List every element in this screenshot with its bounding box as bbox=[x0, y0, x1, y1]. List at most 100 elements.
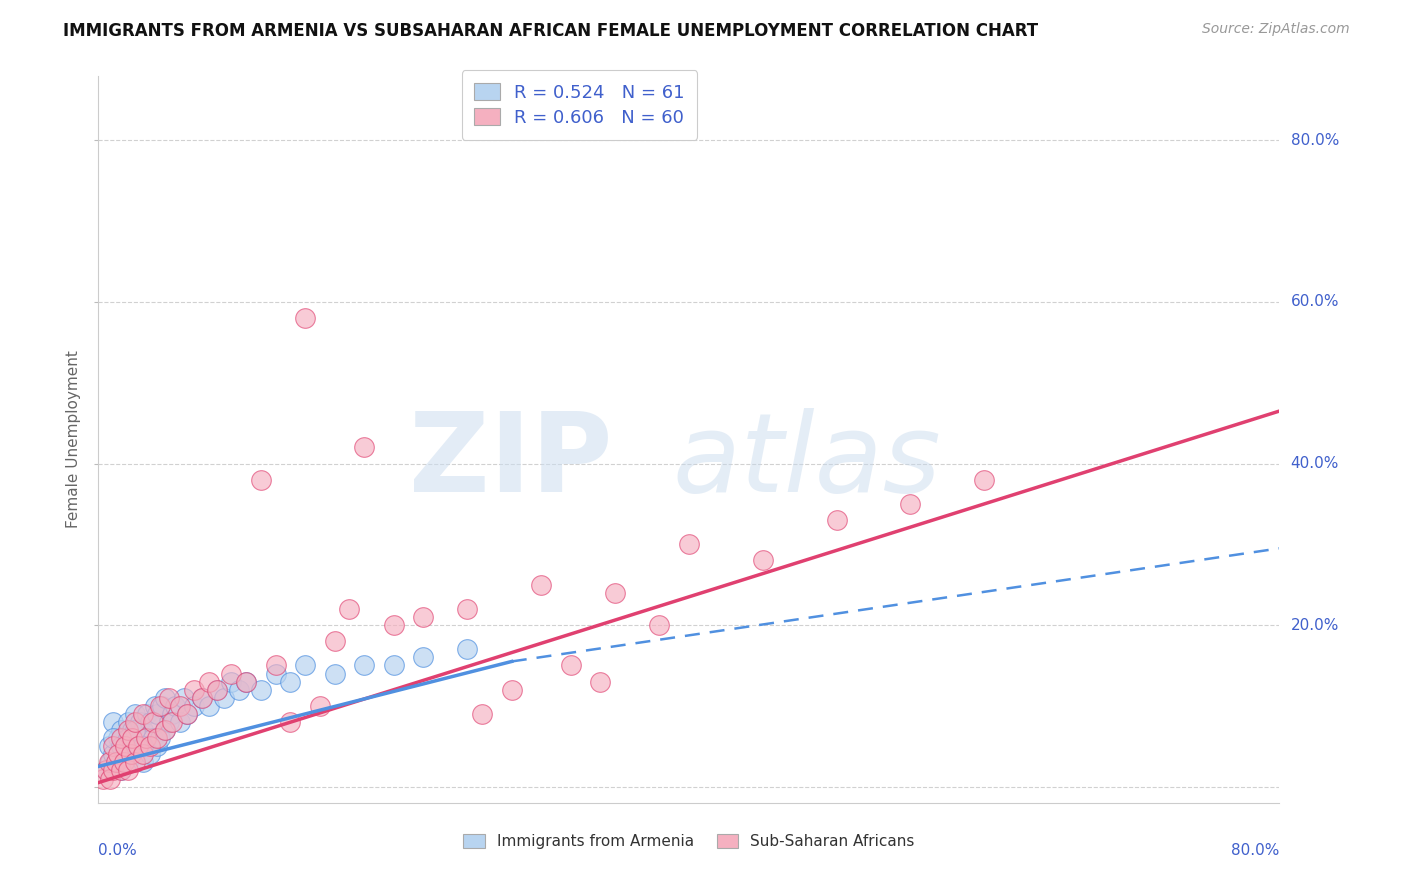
Point bbox=[153, 723, 176, 737]
Point bbox=[412, 610, 434, 624]
Point bbox=[117, 723, 139, 737]
Point bbox=[280, 714, 302, 729]
Point bbox=[501, 682, 523, 697]
Point bbox=[136, 706, 159, 721]
Point bbox=[235, 674, 257, 689]
Point bbox=[117, 764, 139, 778]
Point bbox=[132, 756, 155, 770]
Point bbox=[124, 747, 146, 762]
Point bbox=[121, 731, 143, 746]
Point bbox=[198, 674, 221, 689]
Text: IMMIGRANTS FROM ARMENIA VS SUBSAHARAN AFRICAN FEMALE UNEMPLOYMENT CORRELATION CH: IMMIGRANTS FROM ARMENIA VS SUBSAHARAN AF… bbox=[63, 22, 1039, 40]
Point bbox=[280, 674, 302, 689]
Point bbox=[149, 698, 172, 713]
Text: 80.0%: 80.0% bbox=[1232, 843, 1279, 858]
Point bbox=[294, 311, 316, 326]
Point bbox=[110, 731, 132, 746]
Point bbox=[221, 674, 243, 689]
Point bbox=[91, 772, 114, 786]
Point bbox=[120, 747, 142, 762]
Point bbox=[103, 714, 125, 729]
Text: 0.0%: 0.0% bbox=[98, 843, 138, 858]
Text: 20.0%: 20.0% bbox=[1291, 617, 1339, 632]
Point bbox=[471, 706, 494, 721]
Point bbox=[132, 706, 155, 721]
Point bbox=[382, 658, 405, 673]
Point bbox=[589, 674, 612, 689]
Point bbox=[191, 690, 214, 705]
Point bbox=[110, 739, 132, 754]
Point bbox=[146, 739, 169, 754]
Point bbox=[110, 764, 132, 778]
Point bbox=[117, 756, 139, 770]
Point bbox=[457, 602, 479, 616]
Point bbox=[132, 739, 155, 754]
Point bbox=[139, 747, 162, 762]
Point bbox=[103, 731, 125, 746]
Point bbox=[212, 690, 235, 705]
Point bbox=[97, 739, 120, 754]
Point bbox=[121, 723, 143, 737]
Point bbox=[124, 706, 146, 721]
Point bbox=[678, 537, 700, 551]
Point bbox=[648, 618, 671, 632]
Point bbox=[149, 731, 172, 746]
Point bbox=[107, 731, 129, 746]
Point bbox=[124, 714, 146, 729]
Y-axis label: Female Unemployment: Female Unemployment bbox=[66, 351, 82, 528]
Point bbox=[900, 497, 922, 511]
Point bbox=[114, 739, 136, 754]
Point bbox=[825, 513, 848, 527]
Point bbox=[146, 706, 169, 721]
Point bbox=[221, 666, 243, 681]
Point bbox=[309, 698, 332, 713]
Point bbox=[973, 473, 995, 487]
Point bbox=[98, 756, 121, 770]
Point bbox=[103, 764, 125, 778]
Point bbox=[107, 747, 129, 762]
Point bbox=[105, 756, 128, 770]
Point bbox=[205, 682, 228, 697]
Point bbox=[139, 714, 162, 729]
Point bbox=[191, 690, 214, 705]
Point bbox=[605, 586, 627, 600]
Point bbox=[173, 690, 195, 705]
Point bbox=[162, 706, 183, 721]
Point bbox=[124, 723, 146, 737]
Point bbox=[142, 714, 165, 729]
Point bbox=[127, 739, 149, 754]
Point bbox=[169, 714, 191, 729]
Text: 40.0%: 40.0% bbox=[1291, 456, 1339, 471]
Point bbox=[382, 618, 405, 632]
Point bbox=[103, 739, 125, 754]
Point bbox=[165, 698, 187, 713]
Point bbox=[110, 764, 132, 778]
Point bbox=[153, 723, 176, 737]
Point bbox=[132, 723, 155, 737]
Point bbox=[120, 739, 142, 754]
Point bbox=[117, 731, 139, 746]
Point bbox=[162, 714, 183, 729]
Point bbox=[114, 739, 136, 754]
Point bbox=[235, 674, 257, 689]
Point bbox=[169, 698, 191, 713]
Point bbox=[353, 441, 375, 455]
Point bbox=[139, 739, 162, 754]
Point bbox=[132, 747, 155, 762]
Point bbox=[183, 682, 205, 697]
Point bbox=[127, 739, 149, 754]
Point bbox=[198, 698, 221, 713]
Legend: Immigrants from Armenia, Sub-Saharan Africans: Immigrants from Armenia, Sub-Saharan Afr… bbox=[456, 826, 922, 857]
Point bbox=[94, 764, 117, 778]
Point bbox=[339, 602, 361, 616]
Point bbox=[560, 658, 582, 673]
Point bbox=[150, 698, 173, 713]
Point bbox=[157, 690, 180, 705]
Text: 80.0%: 80.0% bbox=[1291, 133, 1339, 148]
Point bbox=[183, 698, 205, 713]
Text: atlas: atlas bbox=[672, 408, 942, 515]
Point bbox=[112, 747, 135, 762]
Text: Source: ZipAtlas.com: Source: ZipAtlas.com bbox=[1202, 22, 1350, 37]
Point bbox=[97, 756, 120, 770]
Point bbox=[128, 714, 150, 729]
